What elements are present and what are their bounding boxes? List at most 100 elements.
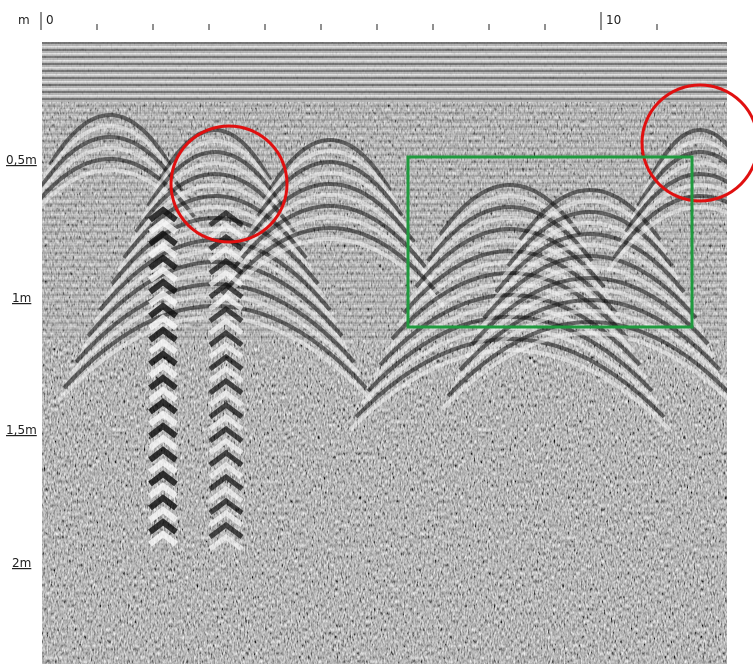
- reflection: [512, 199, 668, 255]
- reflection: [208, 341, 244, 359]
- reflection: [148, 302, 178, 319]
- reflection: [152, 139, 278, 195]
- reflection: [226, 215, 434, 283]
- reflection: [134, 172, 296, 234]
- reflection: [148, 314, 178, 331]
- reflection: [208, 401, 244, 419]
- reflection: [618, 183, 727, 247]
- reflection: [148, 374, 178, 391]
- reflection: [354, 337, 666, 419]
- reflection: [148, 518, 178, 535]
- reflection: [42, 168, 202, 232]
- reflection: [92, 249, 338, 325]
- reflection: [148, 458, 178, 475]
- reflection: [208, 425, 244, 443]
- depth-label: 1m: [12, 291, 31, 305]
- reflection: [146, 150, 284, 208]
- reflection: [148, 290, 178, 307]
- reflection: [148, 482, 178, 499]
- reflection: [158, 128, 272, 181]
- reflection: [208, 449, 244, 467]
- reflection: [148, 386, 178, 403]
- top-label: 0: [46, 13, 54, 27]
- reflection: [208, 533, 244, 551]
- highlight-circle: [169, 124, 289, 244]
- reflection: [518, 188, 662, 242]
- reflection: [208, 485, 244, 503]
- reflection: [148, 206, 178, 223]
- top-ticks: [96, 24, 658, 30]
- reflection: [438, 183, 582, 237]
- reflection: [348, 348, 672, 432]
- reflection: [148, 230, 178, 247]
- reflection: [642, 139, 727, 194]
- reflection: [250, 171, 410, 231]
- highlight-box: [406, 155, 694, 329]
- reflection: [148, 254, 178, 271]
- reflection: [148, 434, 178, 451]
- reflection: [208, 521, 244, 539]
- reflection: [414, 227, 606, 289]
- reflection: [148, 410, 178, 427]
- reflection: [42, 124, 178, 180]
- reflection: [148, 242, 178, 259]
- reflection: [208, 305, 244, 323]
- reflection: [408, 238, 612, 302]
- reflection: [612, 194, 727, 260]
- reflection: [208, 257, 244, 275]
- reflection: [148, 350, 178, 367]
- top-label: 10: [606, 13, 621, 27]
- reflection: [208, 293, 244, 311]
- reflection: [110, 216, 320, 286]
- depth-label: 0,5m: [6, 153, 37, 167]
- reflection: [208, 473, 244, 491]
- radargram: [42, 42, 727, 664]
- reflection: [104, 227, 326, 299]
- reflection: [208, 365, 244, 383]
- reflection: [648, 128, 727, 181]
- reflection: [446, 320, 727, 398]
- reflection: [440, 331, 727, 411]
- reflection: [148, 338, 178, 355]
- reflection: [262, 149, 398, 205]
- reflection: [148, 398, 178, 415]
- reflection: [148, 278, 178, 295]
- reflection: [148, 218, 178, 235]
- reflection: [476, 265, 704, 333]
- reflection: [148, 422, 178, 439]
- reflection: [630, 161, 727, 221]
- reflection: [148, 506, 178, 523]
- reflection: [208, 245, 244, 263]
- reflection: [452, 309, 727, 385]
- reflection: [148, 266, 178, 283]
- reflection: [244, 182, 416, 244]
- reflection: [208, 329, 244, 347]
- reflection: [208, 377, 244, 395]
- reflection: [220, 226, 440, 296]
- reflection: [208, 281, 244, 299]
- reflection: [470, 276, 710, 346]
- reflection: [494, 232, 686, 294]
- reflection: [402, 249, 618, 315]
- reflection: [238, 193, 422, 257]
- reflection: [506, 210, 674, 268]
- reflection: [48, 113, 172, 167]
- reflection: [148, 530, 178, 547]
- reflection: [500, 221, 680, 281]
- reflection: [208, 233, 244, 251]
- reflection: [148, 470, 178, 487]
- reflection: [208, 461, 244, 479]
- reflection: [116, 205, 314, 273]
- reflection: [214, 237, 446, 309]
- reflection: [232, 204, 428, 270]
- reflection: [208, 413, 244, 431]
- reflection: [86, 260, 344, 338]
- depth-label: 2m: [12, 556, 31, 570]
- reflection: [458, 298, 722, 372]
- reflection: [148, 446, 178, 463]
- reflection: [482, 254, 698, 320]
- reflection: [80, 271, 350, 351]
- reflection: [636, 150, 727, 207]
